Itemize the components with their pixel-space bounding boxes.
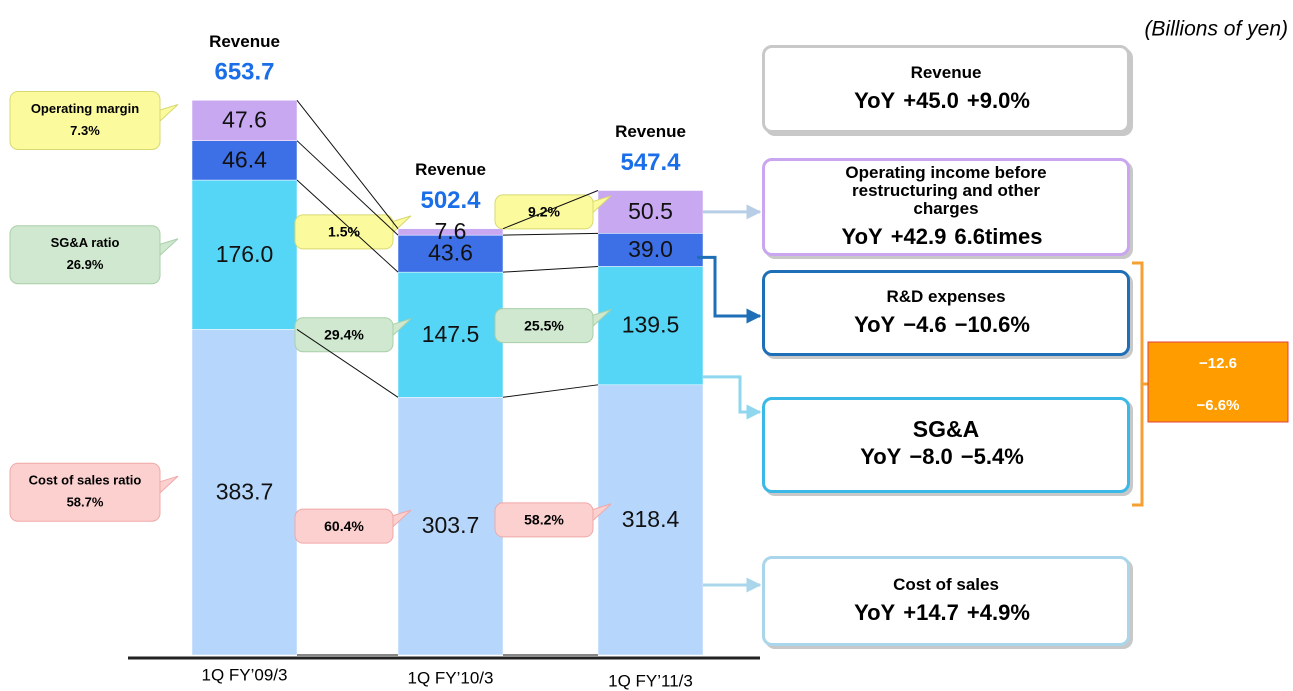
total-name: Revenue: [615, 122, 686, 141]
ratio-callout: [294, 214, 394, 250]
ratio-callout: [494, 502, 594, 538]
value-label: 176.0: [216, 241, 274, 267]
yoy-box: Operating income before restructuring an…: [762, 158, 1130, 256]
yoy-box: Revenue YoY +45.0 +9.0%: [762, 45, 1130, 133]
ratio-label: 25.5%: [524, 317, 564, 333]
ratio-name: SG&A ratio: [51, 235, 120, 250]
value-label: 303.7: [422, 512, 480, 538]
box-title: R&D expenses: [886, 287, 1006, 306]
value-label: 46.4: [222, 146, 267, 172]
x-tick-label: 1Q FY’10/3: [408, 668, 494, 687]
unit: (Billions of yen): [1144, 18, 1288, 41]
yoy-name: YoY: [860, 444, 902, 469]
connector: [296, 328, 399, 398]
yoy-change: +14.7: [903, 600, 959, 625]
ratio-callout: [294, 508, 394, 544]
bar-segment: [597, 384, 704, 656]
box-title: SG&A: [912, 416, 980, 442]
arrow: [703, 375, 762, 420]
yoy-pct: 6.6times: [954, 224, 1043, 249]
yoy-name: YoY: [854, 88, 896, 113]
yoy-box: Cost of sales YoY +14.7 +4.9%: [762, 556, 1130, 646]
value-label: 383.7: [216, 478, 274, 504]
connector: [502, 265, 599, 273]
ratio-label: 1.5%: [328, 224, 360, 240]
yoy-change: +42.9: [890, 224, 947, 249]
ratio-label: 26.9%: [67, 257, 104, 272]
box-title: Cost of sales: [893, 575, 999, 594]
value-label: 139.5: [622, 312, 680, 338]
box-title: Revenue: [910, 63, 982, 82]
yoy-change: +45.0: [903, 88, 959, 113]
yoy-name: YoY: [854, 600, 896, 625]
bar-segment: [191, 329, 298, 656]
value-label: 318.4: [622, 506, 680, 532]
value-label: 50.5: [628, 198, 673, 224]
value-label: 147.5: [422, 321, 480, 347]
combined-box: [1147, 341, 1289, 423]
ratio-label: 60.4%: [324, 518, 364, 534]
combined-change: −12.6: [1199, 355, 1237, 372]
yoy-name: YoY: [854, 312, 896, 337]
yoy-pct: +4.9%: [966, 600, 1030, 625]
value-label: 7.6: [435, 218, 467, 244]
yoy-pct: −10.6%: [954, 312, 1030, 337]
connector: [296, 99, 399, 229]
bar-segment: [597, 233, 704, 267]
bar-segment: [397, 228, 504, 236]
ratio-callout: [494, 308, 594, 344]
total-label: 502.4: [420, 187, 481, 214]
yoy-line: YoY +45.0 +9.0%: [854, 88, 1038, 114]
yoy-name: YoY: [841, 224, 883, 249]
connector: [502, 190, 599, 230]
value-label: 43.6: [428, 240, 473, 266]
yoy-line: YoY +42.9 6.6times: [842, 224, 1051, 250]
total-name: Revenue: [209, 32, 280, 51]
ratio-name: Operating margin: [31, 101, 139, 116]
yoy-change: −8.0: [909, 444, 953, 469]
x-tick-label: 1Q FY’11/3: [608, 671, 693, 690]
connector: [296, 179, 399, 273]
total-label: 547.4: [620, 149, 681, 176]
combined-pct: −6.6%: [1197, 397, 1240, 414]
ratio-callout: [9, 225, 161, 285]
value-label: 47.6: [222, 107, 267, 133]
x-tick-label: 1Q FY’09/3: [202, 665, 288, 684]
total-name: Revenue: [415, 160, 486, 179]
value-label: 39.0: [628, 236, 673, 262]
yoy-pct: +9.0%: [966, 88, 1030, 113]
bar-segment: [191, 100, 298, 141]
bar-segment: [397, 271, 504, 398]
arrow: [697, 255, 762, 324]
yoy-box: R&D expenses YoY −4.6 −10.6%: [762, 270, 1130, 356]
bar-segment: [191, 179, 298, 330]
yoy-change: −4.6: [903, 312, 947, 337]
yoy-line: YoY −8.0 −5.4%: [860, 444, 1032, 470]
ratio-callout: [9, 462, 161, 522]
ratio-callout: [294, 317, 394, 353]
yoy-box: SG&A YoY −8.0 −5.4%: [762, 397, 1130, 493]
yoy-line: YoY −4.6 −10.6%: [854, 312, 1038, 338]
yoy-pct: −5.4%: [960, 444, 1024, 469]
yoy-line: YoY +14.7 +4.9%: [854, 600, 1038, 626]
bar-segment: [397, 234, 504, 273]
box-title: Operating income before restructuring an…: [845, 163, 1047, 218]
connector: [502, 384, 599, 398]
bar-segment: [191, 140, 298, 181]
ratio-label: 7.3%: [70, 123, 100, 138]
connector: [502, 232, 599, 236]
connector: [296, 140, 399, 236]
ratio-callout: [9, 90, 161, 150]
bar-segment: [597, 190, 704, 234]
bar-segment: [397, 397, 504, 656]
ratio-label: 58.2%: [524, 512, 564, 528]
bracket: [1132, 261, 1144, 507]
bar-segment: [597, 266, 704, 386]
ratio-name: Cost of sales ratio: [29, 473, 142, 488]
ratio-label: 29.4%: [324, 326, 364, 342]
total-label: 653.7: [214, 59, 274, 86]
ratio-label: 58.7%: [67, 495, 104, 510]
